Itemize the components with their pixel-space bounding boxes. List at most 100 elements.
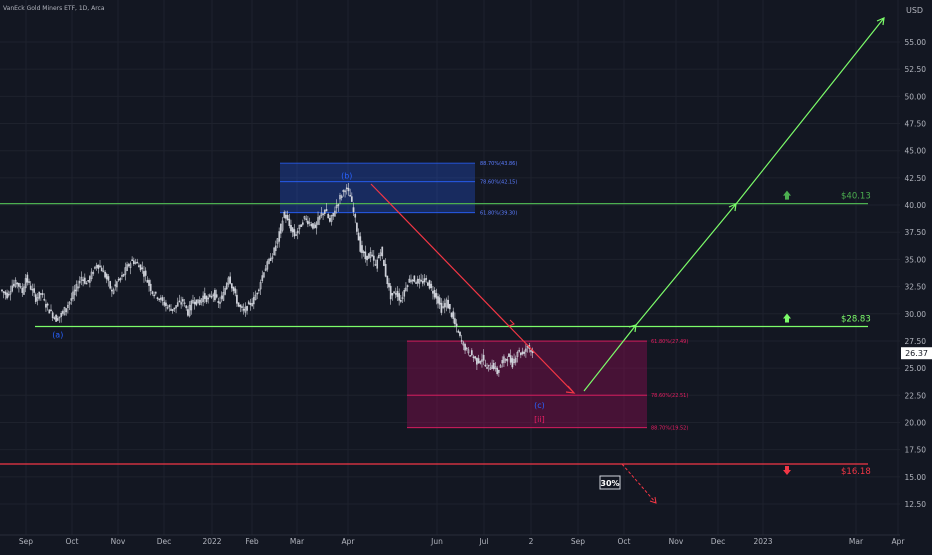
candle-body [413,275,416,282]
candle-body [144,270,147,276]
candle-body [403,290,406,297]
candle-body [19,286,22,288]
price-axis[interactable]: 12.50 15.00 17.50 20.00 22.50 25.00 27.50 30.00… [900,0,932,550]
candle-body [452,311,455,319]
candle-body [308,221,311,224]
candle-body [278,231,281,242]
candle-body [105,273,108,280]
candle-body [87,280,90,282]
candle-body [24,278,27,289]
candle-body [496,367,499,374]
candle-body [273,247,275,256]
time-tick-label: Sep [571,537,585,546]
candle-body [185,305,188,309]
price-level-label: $40.13 [841,192,871,202]
candle-body [449,303,451,310]
candle-body [472,356,475,359]
price-tick-label: 30.00 [905,310,927,319]
candle-body [224,288,226,295]
candle-body [51,312,54,319]
candle-body [156,297,159,299]
candle-body [200,298,203,303]
candle-body [166,307,169,309]
price-tick-label: 17.50 [905,446,927,455]
candle-body [212,294,215,297]
candle-body [335,205,338,209]
candle-body [503,356,505,363]
candle-body [474,356,477,359]
candle-body [354,214,357,218]
time-tick-label: 2 [529,537,534,546]
candle-body [153,294,155,297]
candle-body [171,309,174,312]
candle-body [305,218,308,221]
candle-body [193,301,196,305]
candle-body [16,282,19,285]
candle-body [14,279,17,287]
candle-body [143,271,145,277]
candle-body [1,289,3,292]
candle-body [65,308,68,313]
candle-body [372,255,375,261]
candle-body [11,285,13,292]
candle-body [322,213,324,215]
bullish-projection-2 [635,203,737,326]
candle-body [344,190,346,193]
candle-body [48,309,51,314]
candle-body [258,289,260,292]
candle-body [509,355,512,363]
price-tick-label: 40.00 [905,201,927,210]
wave-label: (b) [341,172,352,181]
candle-body [192,300,194,304]
candle-body [175,305,177,309]
candle-body [337,204,340,207]
candle-body [252,297,255,305]
price-tick-label: 55.00 [905,38,927,47]
candle-body [131,259,133,262]
candle-body [313,224,316,228]
candle-body [242,309,245,311]
candle-body [183,302,186,305]
candle-body [111,289,113,292]
candle-body [38,291,41,299]
candle-body [146,280,149,283]
candle-body [388,283,390,288]
candle-body [195,299,198,306]
candle-body [148,280,150,286]
candle-body [394,293,397,295]
candle-body [41,293,44,295]
time-tick-label: Sep [19,537,33,546]
candle-body [291,227,294,233]
candle-body [514,357,517,363]
candle-body [12,283,15,287]
candle-body [9,291,12,295]
candle-body [94,266,96,269]
candle-body [198,300,201,305]
annotation-box [599,475,621,490]
candle-body [479,361,482,364]
arrow-down-icon [783,465,791,475]
grid-lines [0,0,900,535]
time-tick-label: 2023 [753,537,772,546]
candle-body [220,295,223,299]
candle-body [281,220,284,231]
candle-body [99,265,101,268]
candle-body [34,294,37,302]
candle-body [498,369,500,373]
candle-body [516,351,519,357]
candle-body [249,302,252,305]
candle-body [149,283,152,291]
candle-body [501,360,504,364]
time-tick-label: Mar [290,537,305,546]
time-axis[interactable]: Sep Oct Nov Dec 2022 Feb Mar Apr Jun Jul 2 Sep Oct No… [0,534,905,546]
candle-body [225,283,228,290]
time-tick-label: Feb [245,537,259,546]
fib-label-upper: 78.60%(42.15) [480,180,517,186]
fib-label-lower: 61.80%(27.49) [651,339,688,345]
candle-body [85,282,88,285]
candle-body [180,302,182,305]
price-tick-label: 37.50 [905,228,927,237]
candle-body [89,276,91,283]
